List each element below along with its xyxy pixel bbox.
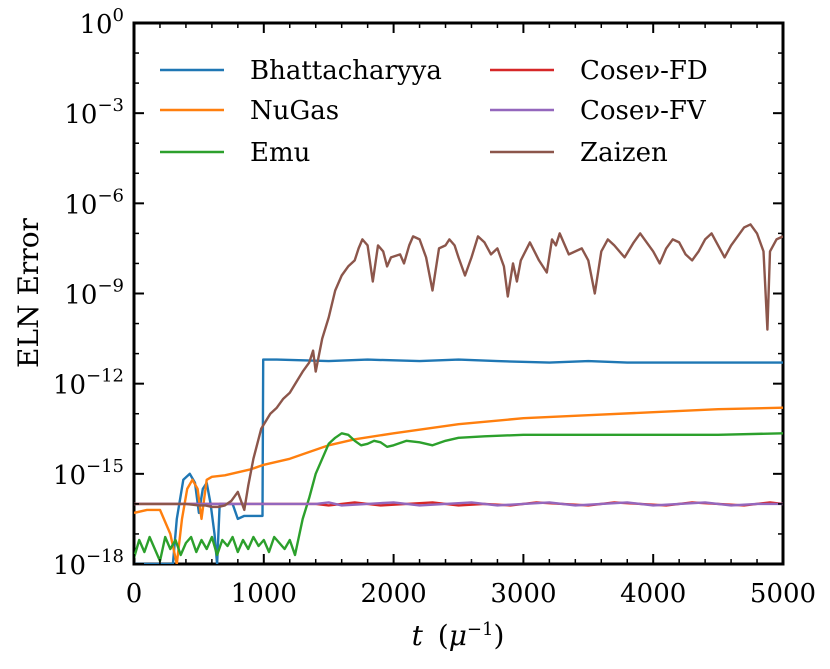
y-tick-label: 10−12 [53,366,124,401]
x-axis-title: t (μ−1) [412,619,505,653]
y-tick-label: 10−9 [64,276,124,311]
x-tick-label: 5000 [750,579,816,609]
x-tick-label: 3000 [490,579,556,609]
y-tick-label: 10−6 [64,185,124,220]
series-line-emu [134,432,783,563]
y-axis-title: ELN Error [12,217,45,368]
series-line-zaizen [134,223,783,512]
series-layer [134,223,783,564]
x-tick-label: 2000 [361,579,427,609]
y-tick-label: 10−3 [64,95,124,130]
y-axis-ticks: 10−18 10−15 10−12 10−9 10−6 10−3 100 [53,5,783,581]
legend: Bhattacharyya NuGas Emu Coseν-FD Coseν-FV Zai… [160,56,708,168]
y-tick-label: 10−15 [53,456,124,491]
x-tick-label: 4000 [620,579,686,609]
legend-label: Coseν-FV [580,96,707,126]
x-tick-label: 0 [126,579,143,609]
y-tick-label: 100 [79,5,124,40]
x-axis-ticks: 0 1000 2000 3000 4000 5000 [126,23,816,609]
legend-label: Zaizen [580,138,668,168]
legend-label: NuGas [250,96,339,126]
legend-label: Bhattacharyya [250,56,442,86]
legend-label: Emu [250,138,310,168]
x-tick-label: 1000 [231,579,297,609]
series-line-cose-fv [134,501,783,507]
y-tick-label: 10−18 [53,546,124,581]
series-line-bhattacharyya [134,358,783,564]
legend-label: Coseν-FD [580,56,708,86]
